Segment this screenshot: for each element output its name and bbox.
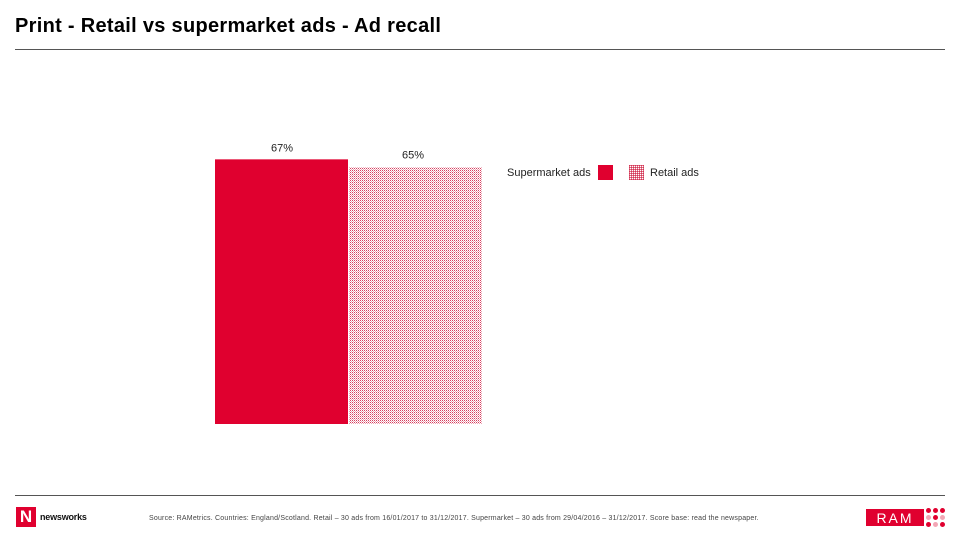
title-divider — [15, 49, 945, 50]
bar-retail-ads — [349, 167, 482, 424]
newsworks-logo: N newsworks — [16, 507, 87, 527]
bar-supermarket-ads — [215, 159, 348, 424]
ram-logo: RAM — [866, 508, 945, 527]
page-title: Print - Retail vs supermarket ads - Ad r… — [15, 15, 442, 37]
data-label-retail-ads: 65% — [402, 149, 424, 161]
legend-item-supermarket: Supermarket ads — [507, 165, 613, 180]
source-note: Source: RAMetrics. Countries: England/Sc… — [149, 515, 759, 522]
legend-label-supermarket: Supermarket ads — [507, 166, 591, 179]
ram-wordmark: RAM — [866, 509, 924, 526]
newsworks-n-icon: N — [16, 507, 36, 527]
legend-swatch-supermarket — [597, 165, 613, 180]
ram-dots-icon — [926, 508, 945, 527]
data-labels-layer: 67% 65% — [271, 142, 424, 161]
legend-item-retail: Retail ads — [629, 165, 699, 180]
legend-swatch-retail — [629, 165, 644, 180]
bars-layer — [215, 159, 482, 424]
legend-label-retail: Retail ads — [650, 166, 699, 179]
footer-divider — [15, 495, 945, 496]
newsworks-wordmark: newsworks — [40, 512, 87, 522]
data-label-supermarket-ads: 67% — [271, 142, 293, 154]
